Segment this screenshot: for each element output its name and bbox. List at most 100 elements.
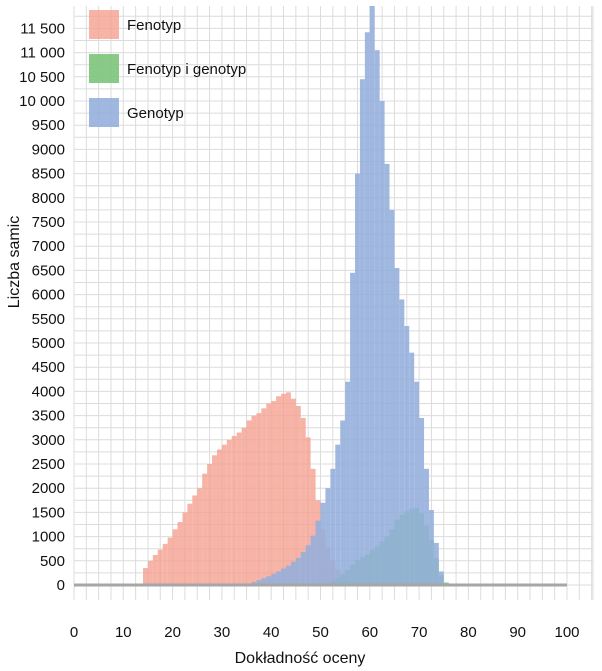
bar bbox=[350, 272, 356, 585]
bar bbox=[305, 545, 311, 585]
y-tick-label: 11 000 bbox=[20, 45, 65, 62]
bar bbox=[276, 571, 282, 585]
bar bbox=[305, 437, 311, 585]
y-tick-label: 5500 bbox=[32, 311, 65, 328]
x-tick-label: 90 bbox=[509, 624, 526, 641]
legend-label: Fenotyp bbox=[127, 17, 181, 34]
bar bbox=[359, 79, 365, 585]
bar bbox=[271, 573, 277, 585]
y-tick-label: 6000 bbox=[32, 287, 65, 304]
bar bbox=[261, 408, 267, 585]
x-tick-label: 30 bbox=[214, 624, 231, 641]
x-tick-label: 80 bbox=[460, 624, 477, 641]
bar bbox=[182, 512, 188, 585]
bar bbox=[281, 393, 286, 585]
bar bbox=[419, 418, 425, 585]
bar bbox=[285, 392, 291, 585]
y-tick-label: 2000 bbox=[32, 480, 65, 497]
bar bbox=[266, 403, 272, 585]
bar bbox=[212, 455, 217, 585]
y-tick-label: 1500 bbox=[32, 504, 65, 521]
bar bbox=[295, 557, 301, 585]
bar bbox=[384, 163, 390, 586]
y-tick-label: 5000 bbox=[32, 335, 65, 352]
bar bbox=[355, 173, 360, 585]
bar bbox=[325, 488, 331, 585]
y-tick-label: 10 500 bbox=[19, 69, 65, 86]
y-tick-label: 4500 bbox=[32, 359, 65, 376]
legend-label: Genotyp bbox=[127, 105, 184, 122]
bar bbox=[216, 449, 222, 585]
series-2 bbox=[251, 6, 444, 586]
x-tick-label: 40 bbox=[263, 624, 280, 641]
bar bbox=[409, 352, 415, 585]
x-tick-label: 0 bbox=[70, 624, 78, 641]
y-tick-label: 8000 bbox=[32, 190, 65, 207]
legend-item: Genotyp bbox=[89, 98, 184, 127]
bar bbox=[261, 578, 267, 585]
bar bbox=[300, 418, 306, 585]
y-tick-label: 0 bbox=[57, 577, 65, 594]
bar bbox=[221, 444, 227, 585]
bar bbox=[281, 568, 286, 585]
bar bbox=[192, 495, 198, 585]
bar bbox=[157, 549, 163, 585]
legend-swatch bbox=[89, 98, 119, 127]
bar bbox=[251, 415, 257, 585]
bar bbox=[394, 267, 400, 585]
y-tick-label: 10 000 bbox=[19, 93, 65, 110]
bar bbox=[187, 503, 193, 585]
bar bbox=[143, 568, 148, 585]
bar bbox=[241, 427, 247, 585]
x-tick-label: 100 bbox=[554, 624, 579, 641]
bar bbox=[320, 502, 326, 585]
bar bbox=[256, 413, 262, 585]
y-tick-label: 2500 bbox=[32, 456, 65, 473]
bar bbox=[172, 529, 178, 585]
bar bbox=[428, 509, 434, 585]
y-tick-label: 6500 bbox=[32, 262, 65, 279]
bar bbox=[290, 561, 296, 585]
x-tick-label: 10 bbox=[115, 624, 132, 641]
bar bbox=[335, 444, 341, 585]
y-tick-label: 4000 bbox=[32, 383, 65, 400]
y-tick-label: 11 500 bbox=[20, 20, 65, 37]
y-tick-label: 9500 bbox=[32, 117, 65, 134]
bar bbox=[256, 580, 262, 585]
x-tick-label: 70 bbox=[411, 624, 428, 641]
bars-layer bbox=[143, 6, 449, 586]
bar bbox=[246, 420, 252, 585]
y-tick-label: 7500 bbox=[32, 214, 65, 231]
bar bbox=[404, 326, 410, 585]
y-tick-label: 7000 bbox=[32, 238, 65, 255]
legend-item: Fenotyp i genotyp bbox=[89, 54, 246, 83]
bar bbox=[424, 468, 429, 585]
bar bbox=[207, 464, 213, 585]
bar bbox=[147, 560, 153, 585]
y-tick-label: 8500 bbox=[32, 166, 65, 183]
bar bbox=[433, 542, 439, 585]
y-tick-label: 9000 bbox=[32, 141, 65, 158]
legend-label: Fenotyp i genotyp bbox=[127, 61, 246, 78]
bar bbox=[300, 552, 306, 585]
bar bbox=[330, 468, 336, 585]
bar bbox=[310, 468, 316, 585]
bar bbox=[236, 432, 242, 585]
x-tick-label: 60 bbox=[361, 624, 378, 641]
x-axis-tick-labels: 0 10 20 30 40 50 60 70 80 90 100 bbox=[70, 624, 580, 641]
legend-swatch bbox=[89, 54, 119, 83]
bar bbox=[399, 299, 405, 585]
bar bbox=[340, 420, 346, 585]
bar bbox=[226, 439, 232, 585]
bar bbox=[315, 520, 321, 585]
bar bbox=[271, 401, 277, 585]
bar bbox=[345, 381, 351, 585]
bar bbox=[266, 576, 272, 585]
bar bbox=[374, 50, 380, 586]
bar bbox=[177, 522, 183, 585]
bar bbox=[290, 398, 296, 585]
x-tick-label: 20 bbox=[164, 624, 181, 641]
bar bbox=[389, 209, 395, 585]
series-0 bbox=[143, 392, 356, 585]
